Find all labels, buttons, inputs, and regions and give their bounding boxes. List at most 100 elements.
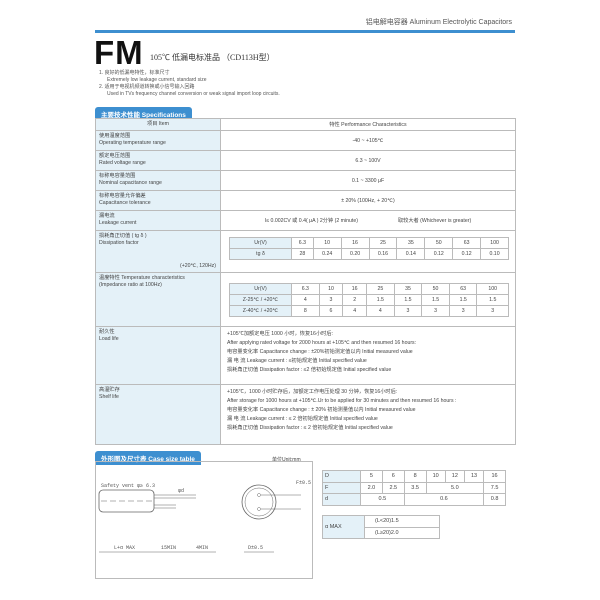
min15-label: 15MIN <box>161 545 176 551</box>
table-row: tg δ 28 0.24 0.20 0.16 0.14 0.12 0.12 0.10 <box>229 248 509 260</box>
cell-D: 8 <box>403 470 427 483</box>
cell: 0.14 <box>396 248 426 260</box>
specs-table: 项目 Item 特性 Performance Characteristics 使用… <box>95 118 516 445</box>
cell: 0.12 <box>424 248 454 260</box>
life-line: After applying rated voltage for 2000 ho… <box>227 340 417 346</box>
row-en: Shelf life <box>99 393 119 400</box>
row-sub: (Impedance ratio at 100Hz) <box>99 281 162 288</box>
life-line: 损耗角正切值 Dissipation factor : ≤ 2 倍初始规定值 I… <box>227 425 393 431</box>
life-line: 电容量变化率 Capacitance change : ± 20% 初始测量值以… <box>227 407 416 413</box>
cell: 1.5 <box>421 294 450 306</box>
cell: 16 <box>340 237 370 249</box>
note-cn: 2. 适用于电视机频道转换或小信号输入回路 <box>99 84 195 90</box>
row-en: Rated voltage range <box>99 159 146 166</box>
cell: 2 <box>342 294 368 306</box>
col-perf: 特性 Performance Characteristics <box>220 118 516 131</box>
row-value: -40 ~ +105℃ <box>220 130 516 151</box>
header-category: 铝电解电容器 Aluminum Electrolytic Capacitors <box>365 19 512 26</box>
leakage-formula: I≤ 0.002CV 或 0.4( μA ) 2分钟 (2 minute) <box>264 218 358 224</box>
row-header: Ur(V) <box>229 237 292 249</box>
row-cn: 漏电流 <box>99 213 115 219</box>
cell-F: 2.5 <box>381 481 405 494</box>
row-header: tg δ <box>229 248 292 260</box>
alpha-table: α MAX (L<20)1.5 (L≥20)2.0 <box>322 515 440 539</box>
cell: 0.12 <box>452 248 482 260</box>
cell-d: 0.6 <box>403 493 485 506</box>
row-header: Z-25℃ / +20℃ <box>229 294 292 306</box>
row-cn: 损耗角正切值 ( tg δ ) <box>99 233 147 239</box>
cell: 0.10 <box>480 248 509 260</box>
specs-tab: 主要技术性能 Specifications <box>95 107 192 121</box>
row-cn: 使用温度范围 <box>99 133 131 139</box>
cell: 6.3 <box>291 283 320 295</box>
row-cn: 标称电容量范围 <box>99 173 136 179</box>
cell-D: 5 <box>360 470 383 483</box>
cell: 63 <box>452 237 482 249</box>
life-line: 漏 电 流 Leakage current : ≤初始规定值 Initial s… <box>227 358 367 364</box>
cell: 3 <box>393 305 423 317</box>
row-cn: 标称电容量允许偏差 <box>99 193 146 199</box>
cell: 1.5 <box>366 294 395 306</box>
cell-d: 0.5 <box>360 493 405 506</box>
row-cn: 高温贮存 <box>99 387 120 393</box>
cell: 6.3 <box>291 237 314 249</box>
cell-F: 3.5 <box>403 481 427 494</box>
min4-label: 4MIN <box>196 545 208 551</box>
series-name: FM <box>94 34 144 71</box>
row-cn: 耐久性 <box>99 329 115 335</box>
feature-notes: 1. 良好的低漏电特性，标准尺寸 Extremely low leakage c… <box>99 70 280 98</box>
table-row: Z-25℃ / +20℃ 4 3 2 1.5 1.5 1.5 1.5 1.5 <box>229 294 509 306</box>
cell: 35 <box>396 237 426 249</box>
cell: 10 <box>318 283 344 295</box>
life-line: After storage for 1000 hours at +105℃.Ur… <box>227 398 457 404</box>
life-line: +105℃加额定电压 1000 小时，恢复16小时后: <box>227 331 333 337</box>
note-en: Extremely low leakage current, standard … <box>107 77 207 83</box>
cell-F: 7.5 <box>483 481 506 494</box>
cell: 28 <box>291 248 314 260</box>
alpha-label: α MAX <box>322 515 365 539</box>
table-row: Ur(V) 6.3 10 16 25 35 50 63 100 <box>229 283 509 295</box>
cell: 35 <box>393 283 423 295</box>
cell: 100 <box>480 237 509 249</box>
cell: 1.5 <box>476 294 509 306</box>
series-subtitle: 105℃ 低漏电标准品 （CD113H型） <box>150 53 275 62</box>
note-en: Used in TVs frequency channel conversion… <box>107 91 280 97</box>
vent-label: Safety vent φ≥ 6.3 <box>101 483 155 489</box>
cell: 16 <box>342 283 368 295</box>
row-en: Operating temperature range <box>99 139 166 146</box>
cell: 0.20 <box>340 248 370 260</box>
cell: 3 <box>476 305 509 317</box>
col-item: 项目 Item <box>95 118 221 131</box>
header-rule <box>95 30 515 33</box>
case-drawing: Safety vent φ≥ 6.3 φd L+α MAX 15MIN 4MIN… <box>95 461 313 579</box>
life-line: 电容量变化率 Capacitance change : ±20%初始测定值以内 … <box>227 349 413 355</box>
cell-D: 6 <box>381 470 405 483</box>
cell: 1.5 <box>393 294 423 306</box>
cell: 1.5 <box>448 294 478 306</box>
row-en: Leakage current <box>99 219 137 226</box>
leakage-note: 取较大者 (Whichever is greater) <box>397 218 472 224</box>
label-d: d <box>322 493 361 506</box>
row-value: ± 20% (100Hz, + 20℃) <box>220 190 516 211</box>
cell: 4 <box>366 305 395 317</box>
label-F: F <box>322 481 361 494</box>
cell: 6 <box>318 305 344 317</box>
row-header: Z-40℃ / +20℃ <box>229 305 292 317</box>
capacitor-outline-drawing: Safety vent φ≥ 6.3 φd L+α MAX 15MIN 4MIN… <box>98 480 311 553</box>
cell: 4 <box>291 294 320 306</box>
row-title: 温度特性 Temperature characteristics <box>99 275 185 281</box>
cell: 50 <box>424 237 454 249</box>
cell-D: 12 <box>444 470 465 483</box>
lmax-label: L+α MAX <box>114 545 135 551</box>
temperature-table: Ur(V) 6.3 10 16 25 35 50 63 100 Z-25℃ / +20℃ 4 3 2 1.… <box>229 283 509 317</box>
cell: 25 <box>368 237 398 249</box>
d-label: D±0.5 <box>248 545 263 551</box>
cell-D: 10 <box>425 470 446 483</box>
cell: 63 <box>448 283 478 295</box>
alpha-value: (L≥20)2.0 <box>364 526 440 539</box>
label-D: D <box>322 470 361 483</box>
cell: 8 <box>291 305 320 317</box>
cell: 50 <box>421 283 450 295</box>
row-en: Nominal capacitance range <box>99 179 162 186</box>
cell: 3 <box>448 305 478 317</box>
